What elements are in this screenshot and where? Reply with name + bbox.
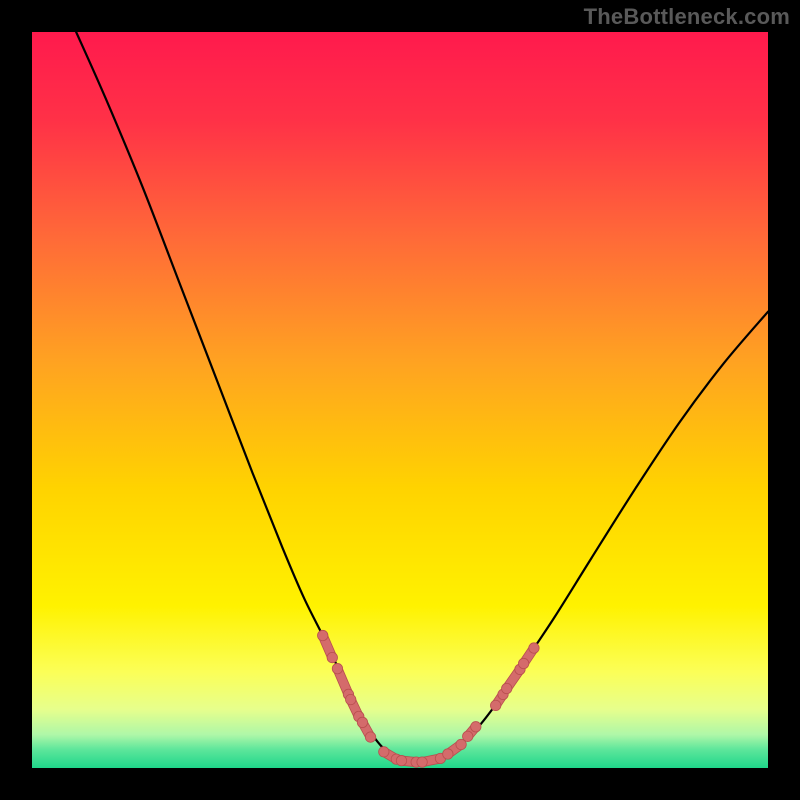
curve-marker-end [379, 747, 389, 757]
curve-marker-end [365, 732, 375, 742]
curve-marker-end [318, 630, 328, 640]
curve-marker-end [502, 683, 512, 693]
plot-background [32, 32, 768, 768]
watermark-text: TheBottleneck.com [584, 4, 790, 30]
curve-marker-end [417, 757, 427, 767]
curve-marker-end [345, 694, 355, 704]
curve-marker-end [332, 663, 342, 673]
curve-marker-end [443, 749, 453, 759]
curve-marker-end [518, 658, 528, 668]
curve-marker-end [529, 643, 539, 653]
curve-marker-end [396, 755, 406, 765]
bottleneck-chart [0, 0, 800, 800]
curve-marker-end [357, 717, 367, 727]
stage: TheBottleneck.com [0, 0, 800, 800]
curve-marker-end [490, 700, 500, 710]
curve-marker-end [471, 722, 481, 732]
curve-marker-end [327, 652, 337, 662]
curve-marker-end [463, 731, 473, 741]
